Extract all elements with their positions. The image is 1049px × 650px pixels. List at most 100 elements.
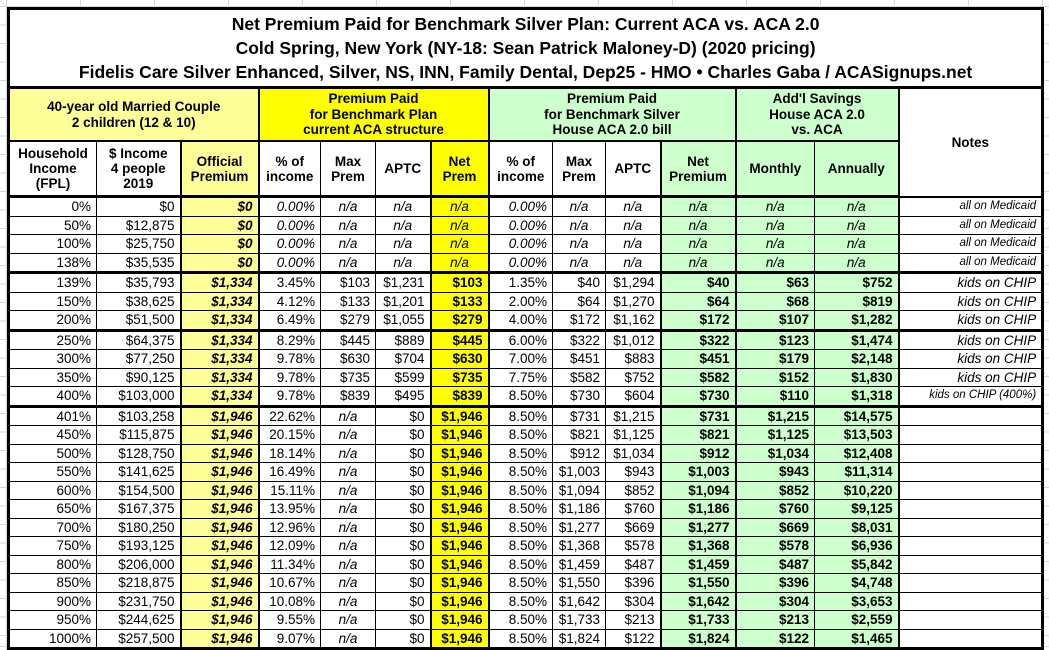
cell-official-premium[interactable]: $1,946 (179, 536, 260, 556)
cell-notes[interactable] (897, 573, 1044, 593)
cell-income[interactable]: $128,750 (96, 443, 181, 463)
cell-aca-pct-income[interactable]: 12.09% (258, 536, 321, 556)
cell-aca2-net-premium[interactable]: $1,003 (659, 462, 737, 482)
cell-aca2-pct-income[interactable]: 0.00% (488, 196, 553, 217)
col-header-savings-annually[interactable]: Annually (814, 140, 900, 198)
cell-aca2-net-premium[interactable]: n/a (659, 252, 737, 274)
cell-savings-monthly[interactable]: $68 (735, 291, 815, 311)
cell-notes[interactable] (897, 628, 1044, 649)
cell-aca2-net-premium[interactable]: $1,459 (659, 554, 737, 574)
cell-income[interactable]: $257,500 (96, 628, 181, 649)
cell-aca-net-prem[interactable]: $1,946 (429, 573, 490, 593)
table-title-cell[interactable]: Net Premium Paid for Benchmark Silver Pl… (7, 8, 1044, 89)
cell-savings-annually[interactable]: $1,830 (814, 367, 900, 387)
cell-aca2-aptc[interactable]: $578 (605, 536, 661, 556)
cell-aca-pct-income[interactable]: 15.11% (258, 480, 321, 500)
cell-income[interactable]: $103,258 (96, 405, 181, 426)
cell-aca2-aptc[interactable]: $396 (605, 573, 661, 593)
cell-aca-net-prem[interactable]: $1,946 (429, 554, 490, 574)
cell-aca2-aptc[interactable]: $1,125 (605, 425, 661, 445)
cell-fpl[interactable]: 50% (8, 215, 97, 235)
cell-official-premium[interactable]: $1,946 (179, 610, 260, 630)
cell-notes[interactable]: all on Medicaid (897, 215, 1044, 235)
cell-savings-monthly[interactable]: $487 (735, 554, 815, 574)
cell-aca2-pct-income[interactable]: 7.75% (488, 367, 553, 387)
cell-savings-monthly[interactable]: n/a (735, 215, 815, 235)
cell-income[interactable]: $90,125 (96, 367, 181, 387)
cell-income[interactable]: $35,793 (96, 272, 181, 293)
cell-notes[interactable]: kids on CHIP (897, 367, 1044, 387)
cell-aca-net-prem[interactable]: $1,946 (429, 425, 490, 445)
cell-aca2-net-premium[interactable]: n/a (659, 215, 737, 235)
cell-aca2-aptc[interactable]: $883 (605, 349, 661, 369)
cell-notes[interactable]: all on Medicaid (897, 234, 1044, 254)
cell-aca-aptc[interactable]: $0 (375, 554, 431, 574)
cell-income[interactable]: $244,625 (96, 610, 181, 630)
cell-savings-monthly[interactable]: n/a (735, 234, 815, 254)
col-header-income[interactable]: $ Income 4 people 2019 (96, 140, 181, 198)
cell-notes[interactable] (897, 462, 1044, 482)
current-aca-group-header[interactable]: Premium Paid for Benchmark Plan current … (258, 87, 490, 142)
cell-aca-net-prem[interactable]: $133 (429, 291, 490, 311)
cell-aca-max-prem[interactable]: n/a (320, 405, 376, 426)
cell-official-premium[interactable]: $1,334 (179, 291, 260, 311)
col-header-aca-aptc[interactable]: APTC (375, 140, 431, 198)
cell-aca2-net-premium[interactable]: $912 (659, 443, 737, 463)
cell-aca-aptc[interactable]: $0 (375, 443, 431, 463)
cell-savings-monthly[interactable]: $63 (735, 272, 815, 293)
cell-aca-max-prem[interactable]: n/a (320, 252, 376, 274)
cell-fpl[interactable]: 401% (8, 405, 97, 426)
cell-fpl[interactable]: 750% (8, 536, 97, 556)
cell-aca2-pct-income[interactable]: 2.00% (488, 291, 553, 311)
cell-aca2-pct-income[interactable]: 8.50% (488, 573, 553, 593)
cell-aca-pct-income[interactable]: 12.96% (258, 517, 321, 537)
cell-aca2-max-prem[interactable]: $821 (552, 425, 606, 445)
cell-savings-monthly[interactable]: $123 (735, 329, 815, 350)
cell-savings-monthly[interactable]: $304 (735, 591, 815, 611)
cell-fpl[interactable]: 950% (8, 610, 97, 630)
cell-savings-monthly[interactable]: $943 (735, 462, 815, 482)
cell-aca-max-prem[interactable]: n/a (320, 443, 376, 463)
cell-fpl[interactable]: 800% (8, 554, 97, 574)
cell-aca-net-prem[interactable]: $1,946 (429, 443, 490, 463)
cell-aca2-net-premium[interactable]: $1,094 (659, 480, 737, 500)
cell-aca-pct-income[interactable]: 20.15% (258, 425, 321, 445)
cell-aca-max-prem[interactable]: n/a (320, 196, 376, 217)
cell-aca-aptc[interactable]: n/a (375, 215, 431, 235)
cell-notes[interactable]: kids on CHIP (897, 310, 1044, 332)
cell-aca-pct-income[interactable]: 16.49% (258, 462, 321, 482)
cell-official-premium[interactable]: $1,946 (179, 425, 260, 445)
cell-aca2-max-prem[interactable]: $1,550 (552, 573, 606, 593)
cell-official-premium[interactable]: $1,946 (179, 554, 260, 574)
cell-savings-annually[interactable]: $5,842 (814, 554, 900, 574)
cell-fpl[interactable]: 1000% (8, 628, 97, 649)
cell-aca-max-prem[interactable]: $133 (320, 291, 376, 311)
cell-aca2-net-premium[interactable]: $322 (659, 329, 737, 350)
cell-aca2-aptc[interactable]: $1,034 (605, 443, 661, 463)
cell-aca2-max-prem[interactable]: $730 (552, 386, 606, 408)
cell-notes[interactable]: kids on CHIP (897, 272, 1044, 293)
col-header-aca2-net-premium[interactable]: Net Premium (659, 140, 737, 198)
cell-official-premium[interactable]: $1,334 (179, 272, 260, 293)
cell-aca2-max-prem[interactable]: $172 (552, 310, 606, 332)
cell-official-premium[interactable]: $1,946 (179, 405, 260, 426)
cell-aca2-aptc[interactable]: $669 (605, 517, 661, 537)
cell-aca-max-prem[interactable]: $839 (320, 386, 376, 408)
cell-aca-max-prem[interactable]: $630 (320, 349, 376, 369)
cell-savings-monthly[interactable]: $107 (735, 310, 815, 332)
cell-income[interactable]: $206,000 (96, 554, 181, 574)
cell-aca2-net-premium[interactable]: $40 (659, 272, 737, 293)
cell-fpl[interactable]: 0% (8, 196, 97, 217)
col-header-aca-pct-income[interactable]: % of income (258, 140, 321, 198)
cell-aca-aptc[interactable]: $0 (375, 517, 431, 537)
cell-savings-annually[interactable]: $1,282 (814, 310, 900, 332)
cell-notes[interactable] (897, 443, 1044, 463)
cell-notes[interactable] (897, 610, 1044, 630)
cell-fpl[interactable]: 500% (8, 443, 97, 463)
cell-notes[interactable] (897, 591, 1044, 611)
cell-notes[interactable] (897, 480, 1044, 500)
cell-savings-annually[interactable]: n/a (814, 234, 900, 254)
cell-notes[interactable] (897, 517, 1044, 537)
cell-aca2-max-prem[interactable]: n/a (552, 215, 606, 235)
cell-aca-aptc[interactable]: $0 (375, 628, 431, 649)
